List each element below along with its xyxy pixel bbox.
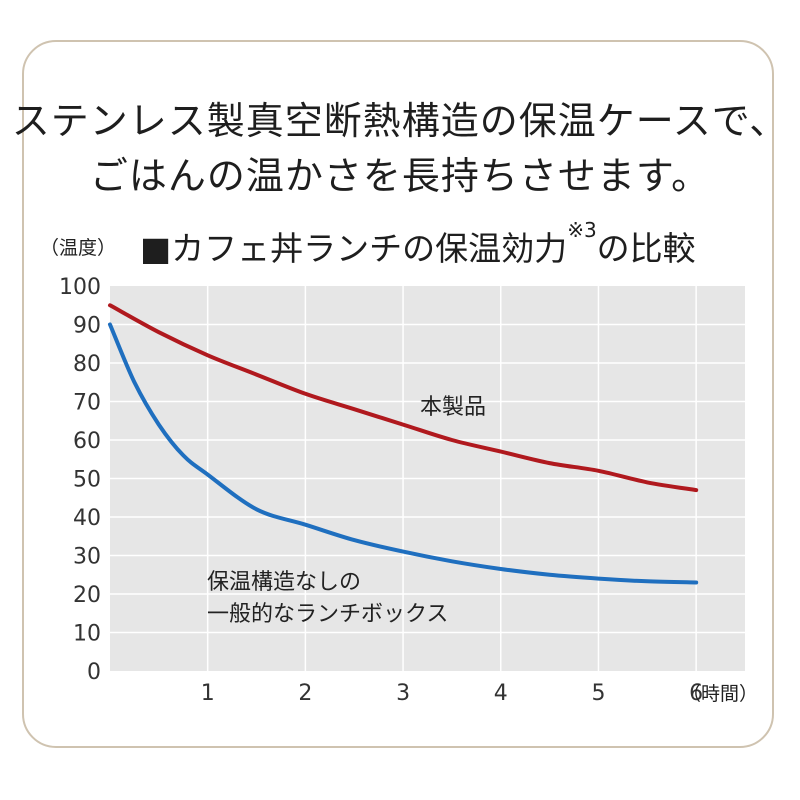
- headline-line-1: ステンレス製真空断熱構造の保温ケースで、: [11, 99, 789, 143]
- x-axis-unit-label: （時間）: [682, 683, 758, 705]
- headline-line-2: ごはんの温かさを長持ちさせます。: [89, 154, 711, 198]
- x-tick-label-2: 2: [298, 681, 312, 706]
- chart-title-tail: の比較: [596, 229, 696, 268]
- y-tick-label-20: 20: [73, 583, 101, 608]
- x-tick-label-6: 6: [689, 681, 703, 706]
- y-tick-label-40: 40: [73, 506, 101, 531]
- y-tick-label-0: 0: [87, 660, 101, 685]
- x-tick-label-5: 5: [591, 681, 605, 706]
- chart-title: ■カフェ丼ランチの保温効力※3の比較: [140, 218, 696, 270]
- y-tick-label-80: 80: [73, 352, 101, 377]
- y-tick-label-50: 50: [73, 468, 101, 493]
- series-label-1: 本製品: [420, 395, 486, 420]
- x-tick-label-4: 4: [494, 681, 508, 706]
- series-label-2-line-1: 保温構造なしの: [207, 570, 361, 595]
- series-line-2: [108, 322, 699, 585]
- y-tick-label-30: 30: [73, 545, 101, 570]
- y-axis-unit-label: （温度）: [40, 237, 117, 259]
- series-label-2-line-2: 一般的なランチボックス: [207, 602, 448, 627]
- chart-title-main: ■カフェ丼ランチの保温効力: [140, 229, 568, 268]
- x-tick-label-1: 1: [201, 681, 215, 706]
- series-line-1: [108, 303, 699, 493]
- y-tick-label-70: 70: [73, 391, 101, 416]
- x-tick-label-3: 3: [396, 681, 410, 706]
- y-tick-label-60: 60: [73, 429, 101, 454]
- y-tick-label-100: 100: [59, 275, 101, 300]
- chart-title-note: ※3: [567, 218, 597, 242]
- y-tick-label-90: 90: [73, 314, 101, 339]
- y-tick-label-10: 10: [73, 622, 101, 647]
